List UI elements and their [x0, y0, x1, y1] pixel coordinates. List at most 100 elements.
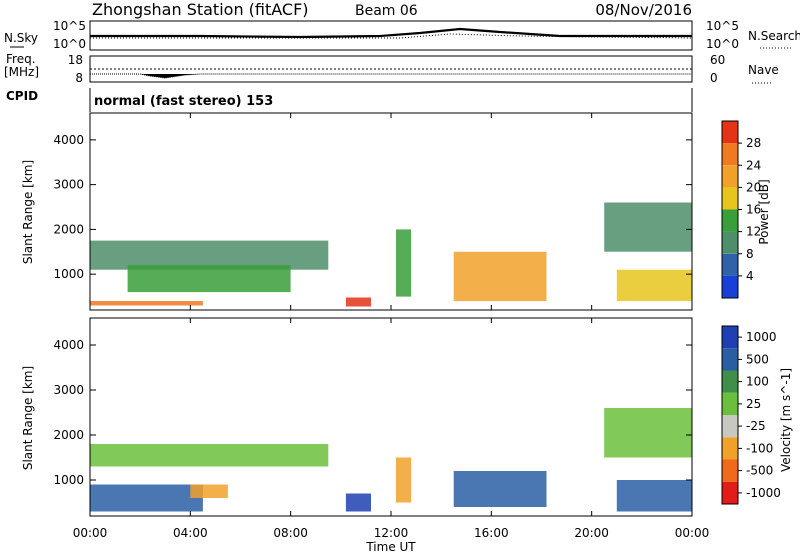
- velocity-colorbar: 1000 500 100 25 -25 -100 -500 -1000: [721, 325, 781, 505]
- echo-region: [90, 240, 329, 270]
- colorbar-tick-label: 100: [746, 375, 769, 389]
- noise-sky-trace: [90, 27, 692, 39]
- echo-region: [90, 484, 203, 512]
- noise-panel: N.Sky 10^5 10^0 10^5 10^0 N.Search: [4, 19, 800, 51]
- colorbar-swatch: [722, 253, 738, 276]
- colorbar-swatch: [722, 275, 738, 298]
- noise-right-label: N.Search: [748, 29, 800, 43]
- freq-left-tick-bottom: 8: [75, 71, 83, 85]
- noise-left-tick-bottom: 10^0: [53, 37, 86, 51]
- x-tick-label: 00:00: [73, 526, 108, 540]
- colorbar-swatch: [722, 348, 738, 371]
- echo-region: [190, 484, 228, 498]
- colorbar-swatch: [722, 392, 738, 416]
- noise-search-trace: [90, 33, 693, 39]
- y-tick-label: 4000: [53, 338, 84, 352]
- echo-region: [396, 457, 412, 503]
- y-tick-label: 3000: [53, 383, 84, 397]
- noise-left-tick-top: 10^5: [53, 19, 86, 33]
- echo-region: [604, 202, 692, 252]
- echo-region: [453, 251, 547, 302]
- colorbar-tick-label: -500: [746, 464, 773, 478]
- x-tick-label: 12:00: [374, 526, 409, 540]
- power-colorbar-label: Power [dB]: [757, 179, 771, 244]
- colorbar-tick-label: 12: [746, 225, 761, 239]
- power-panel: 1000 2000 3000 4000 Slant Range [km] 4 8 12 16…: [21, 112, 771, 311]
- freq-panel: Freq. [MHz] 18 8 60 0 Nave: [4, 52, 779, 85]
- colorbar-frame: [721, 325, 739, 505]
- velocity-panel: 1000 2000 3000 4000 Slant Range [km] 1000 50…: [21, 317, 793, 517]
- colorbar-tick-label: 500: [746, 352, 769, 366]
- x-tick-label: 08:00: [273, 526, 308, 540]
- colorbar-swatch: [722, 121, 738, 144]
- echo-region: [616, 269, 693, 301]
- nave-trace: [90, 73, 692, 79]
- colorbar-swatch: [722, 143, 738, 166]
- colorbar-swatch: [722, 370, 738, 393]
- noise-right-tick-bottom: 10^0: [706, 37, 739, 51]
- y-tick-label: 1000: [53, 267, 84, 281]
- station-title: Zhongshan Station (fitACF): [92, 0, 309, 19]
- freq-right-tick-top: 60: [710, 53, 725, 67]
- y-tick-label: 3000: [53, 178, 84, 192]
- x-tick-label: 00:00: [675, 526, 710, 540]
- colorbar-tick-label: 24: [746, 158, 761, 172]
- beam-label: Beam 06: [355, 3, 418, 19]
- noise-left-label: N.Sky: [4, 31, 38, 45]
- cpid-label: CPID: [6, 89, 38, 103]
- colorbar-tick-label: -1000: [746, 486, 781, 500]
- echo-region: [90, 444, 329, 467]
- echo-region: [453, 471, 547, 507]
- colorbar-swatch: [722, 481, 738, 505]
- y-tick-label: 2000: [53, 222, 84, 236]
- echo-region: [90, 301, 203, 306]
- velocity-colorbar-label: Velocity [m s^-1]: [779, 368, 793, 472]
- colorbar-swatch: [722, 165, 738, 188]
- y-tick-label: 1000: [53, 473, 84, 487]
- date-label: 08/Nov/2016: [595, 1, 692, 19]
- colorbar-swatch: [722, 326, 738, 349]
- velocity-echo-layer: [90, 408, 693, 512]
- y-tick-label: 4000: [53, 133, 84, 147]
- echo-region: [604, 408, 692, 458]
- x-axis: 00:00 04:00 08:00 12:00 16:00 20:00 00:00: [73, 113, 710, 540]
- cpid-text: normal (fast stereo) 153: [94, 94, 273, 109]
- echo-region: [345, 297, 371, 307]
- echo-region: [127, 265, 291, 293]
- colorbar-tick-label: 28: [746, 136, 761, 150]
- x-tick-label: 16:00: [474, 526, 509, 540]
- cpid-panel: CPID normal (fast stereo) 153: [6, 88, 693, 112]
- colorbar-swatch: [722, 187, 738, 210]
- colorbar-tick-label: 25: [746, 397, 761, 411]
- colorbar-tick-label: -100: [746, 441, 773, 455]
- x-axis-label: Time UT: [365, 540, 416, 554]
- colorbar-tick-label: 1000: [746, 330, 777, 344]
- freq-left-label-1: Freq.: [6, 52, 36, 66]
- colorbar-swatch: [722, 437, 738, 460]
- colorbar-swatch: [722, 231, 738, 254]
- x-tick-label: 20:00: [574, 526, 609, 540]
- colorbar-tick-label: 16: [746, 203, 761, 217]
- echo-region: [396, 229, 412, 297]
- colorbar-swatch: [722, 415, 738, 438]
- colorbar-tick-label: 20: [746, 180, 761, 194]
- power-echo-layer: [90, 202, 693, 307]
- noise-right-tick-top: 10^5: [706, 19, 739, 33]
- colorbar-tick-label: 8: [746, 247, 754, 261]
- colorbar-tick-label: 4: [746, 269, 754, 283]
- echo-region: [616, 480, 693, 512]
- colorbar-swatch: [722, 209, 738, 232]
- freq-left-tick-top: 18: [68, 53, 83, 67]
- freq-right-tick-bottom: 0: [710, 71, 718, 85]
- power-ylabel: Slant Range [km]: [21, 160, 35, 264]
- colorbar-swatch: [722, 459, 738, 482]
- echo-region: [345, 493, 371, 512]
- power-colorbar: 4 8 12 16 20 24 28: [721, 120, 761, 299]
- y-tick-label: 2000: [53, 428, 84, 442]
- freq-left-label-2: [MHz]: [4, 65, 39, 79]
- nave-label: Nave: [748, 63, 779, 77]
- velocity-ylabel: Slant Range [km]: [21, 366, 35, 470]
- colorbar-tick-label: -25: [746, 419, 766, 433]
- x-tick-label: 04:00: [173, 526, 208, 540]
